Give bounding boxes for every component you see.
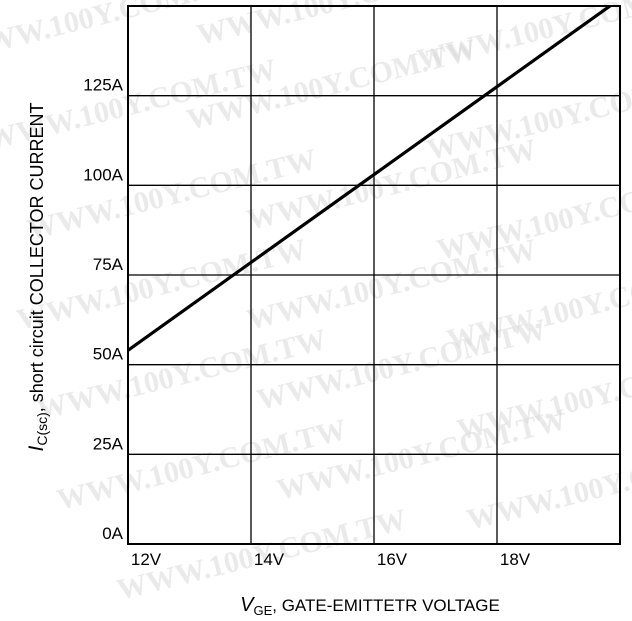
y-tick-labels: 0A 25A 50A 75A 100A 125A bbox=[83, 76, 123, 543]
x-tick-labels: 12V 14V 16V 18V bbox=[131, 550, 531, 569]
watermark-text: WWW.100Y.COM.TW bbox=[24, 143, 320, 247]
y-tick-label: 0A bbox=[102, 524, 123, 543]
series-layer bbox=[128, 6, 613, 352]
y-axis-label-subscript: C(sc) bbox=[34, 412, 50, 445]
y-tick-label: 50A bbox=[93, 345, 124, 364]
y-axis-label: IC(sc), short circuit COLLECTOR CURRENT bbox=[25, 102, 50, 451]
x-tick-label: 14V bbox=[254, 550, 285, 569]
y-axis-label-text: , short circuit COLLECTOR CURRENT bbox=[27, 102, 47, 412]
watermark-text: WWW.100Y.COM.TW bbox=[54, 413, 350, 517]
x-axis-label-subscript: GE bbox=[253, 603, 272, 618]
x-tick-label: 16V bbox=[377, 550, 408, 569]
y-axis-label-symbol: I bbox=[25, 446, 48, 452]
watermark-text: WWW.100Y.COM.TW bbox=[34, 323, 330, 427]
y-tick-label: 125A bbox=[83, 76, 123, 95]
y-tick-label: 75A bbox=[93, 255, 124, 274]
plot-frame bbox=[127, 5, 621, 545]
x-tick-label: 12V bbox=[131, 550, 162, 569]
x-tick-label: 18V bbox=[500, 550, 531, 569]
x-axis-label-symbol: V bbox=[240, 594, 255, 616]
x-axis-label: VGE, GATE-EMITTETR VOLTAGE bbox=[240, 594, 500, 618]
y-tick-label: 100A bbox=[83, 165, 123, 184]
series-line bbox=[128, 6, 613, 352]
y-tick-label: 25A bbox=[93, 434, 124, 453]
x-axis-label-text: , GATE-EMITTETR VOLTAGE bbox=[272, 596, 500, 615]
